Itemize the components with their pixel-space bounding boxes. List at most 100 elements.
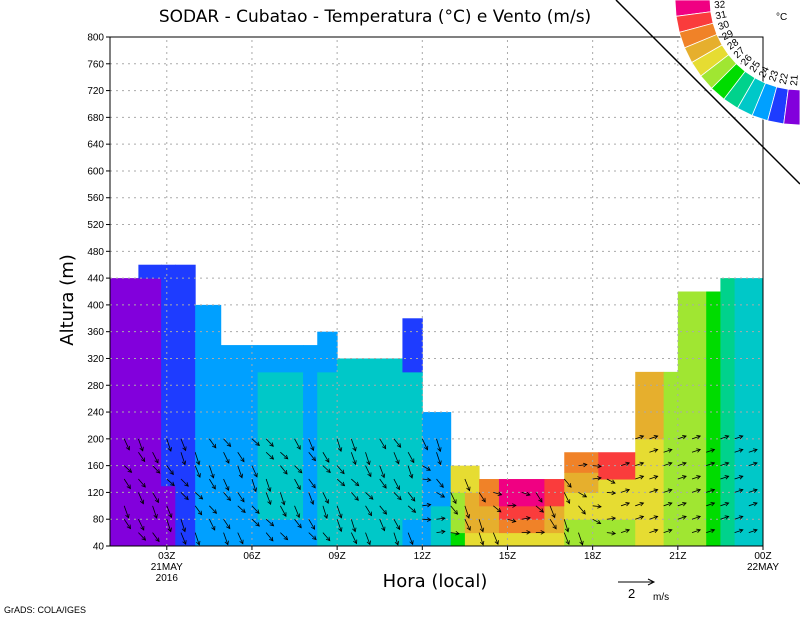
- temperature-cell: [161, 264, 176, 487]
- wind-arrow: [663, 529, 672, 533]
- wind-arrow: [308, 438, 314, 451]
- wind-arrowhead: [426, 466, 431, 471]
- temperature-cell: [161, 485, 176, 547]
- wind-arrowhead: [181, 527, 187, 533]
- wind-arrow: [265, 478, 271, 492]
- wind-arrow: [563, 492, 570, 504]
- wind-arrowhead: [269, 442, 274, 447]
- wind-arrowhead: [610, 479, 616, 484]
- wind-arrowhead: [597, 476, 602, 481]
- wind-arrow: [265, 518, 274, 527]
- wind-arrow: [535, 492, 543, 503]
- wind-arrow: [251, 478, 257, 492]
- wind-arrowhead: [323, 514, 329, 519]
- wind-arrow: [322, 465, 331, 473]
- wind-arrow: [549, 518, 557, 530]
- wind-arrowhead: [639, 515, 645, 520]
- wind-arrow: [649, 449, 658, 453]
- wind-arrow: [677, 516, 687, 520]
- wind-arrowhead: [226, 442, 232, 448]
- wind-arrow: [393, 478, 400, 490]
- wind-arrow: [152, 465, 161, 474]
- wind-arrowhead: [125, 445, 130, 451]
- wind-arrow: [436, 452, 441, 465]
- wind-arrowhead: [267, 487, 272, 493]
- wind-arrowhead: [283, 454, 289, 460]
- wind-arrow: [521, 492, 531, 496]
- wind-arrow: [436, 530, 445, 534]
- wind-arrow: [493, 505, 502, 513]
- wind-arrowhead: [639, 475, 645, 480]
- y-tick-label: 120: [87, 488, 104, 499]
- wind-arrowhead: [653, 448, 659, 453]
- wind-arrowhead: [396, 443, 402, 448]
- wind-arrow: [436, 517, 445, 520]
- wind-arrow: [734, 516, 743, 520]
- temperature-cell: [450, 532, 466, 547]
- wind-arrow: [209, 438, 217, 449]
- wind-arrow: [649, 475, 658, 480]
- footer-credit: GrADS: COLA/IGES: [4, 605, 86, 615]
- wind-arrow: [393, 438, 401, 448]
- wind-arrow: [265, 532, 274, 542]
- wind-arrow: [194, 492, 203, 500]
- y-tick-label: 560: [87, 193, 104, 204]
- colorbar-divider: [615, 0, 800, 185]
- wind-arrow: [507, 518, 516, 522]
- y-tick-label: 280: [87, 381, 104, 392]
- wind-arrow: [436, 492, 445, 498]
- vector-reference: 2 m/s: [618, 578, 669, 603]
- x-tick-label: 12Z: [414, 551, 431, 562]
- wind-arrow: [393, 519, 401, 530]
- wind-arrowhead: [696, 475, 702, 480]
- wind-arrowhead: [479, 527, 485, 533]
- colorbar-label: 21: [789, 74, 800, 86]
- wind-arrow: [279, 505, 287, 517]
- wind-arrowhead: [155, 537, 160, 543]
- wind-arrowhead: [696, 488, 702, 493]
- temperature-cell: [464, 532, 480, 547]
- temperature-cell: [464, 492, 480, 534]
- wind-arrowhead: [565, 540, 570, 546]
- wind-arrow: [350, 452, 356, 465]
- wind-arrowhead: [479, 540, 485, 546]
- wind-arrowhead: [696, 515, 702, 520]
- wind-arrowhead: [426, 477, 432, 482]
- wind-arrowhead: [397, 495, 402, 501]
- wind-arrowhead: [226, 496, 232, 501]
- wind-arrowhead: [409, 540, 414, 546]
- wind-arrowhead: [525, 491, 531, 497]
- wind-arrow: [535, 505, 544, 513]
- x-tick-label: 09Z: [329, 551, 346, 562]
- temperature-cell: [257, 371, 304, 520]
- wind-arrow: [706, 502, 715, 507]
- wind-arrow: [166, 519, 172, 532]
- wind-arrow: [209, 478, 216, 490]
- wind-arrowhead: [611, 516, 617, 521]
- wind-arrowhead: [753, 501, 758, 507]
- wind-arrow: [166, 505, 172, 518]
- colorbar-segment: [783, 88, 800, 126]
- temperature-cell: [337, 412, 381, 547]
- temperature-cell: [677, 291, 707, 547]
- wind-arrowhead: [296, 445, 301, 450]
- wind-arrowhead: [696, 434, 702, 440]
- wind-arrowhead: [566, 499, 571, 505]
- wind-arrowhead: [310, 446, 315, 452]
- wind-arrowhead: [382, 444, 387, 450]
- wind-arrow: [138, 532, 146, 541]
- wind-arrowhead: [653, 528, 659, 534]
- wind-arrowhead: [196, 540, 201, 546]
- wind-arrowhead: [564, 527, 570, 533]
- wind-arrow: [265, 438, 274, 447]
- wind-arrow: [450, 492, 457, 504]
- wind-arrow: [620, 489, 630, 493]
- wind-arrow: [663, 502, 672, 507]
- wind-arrowhead: [497, 491, 503, 497]
- wind-arrowhead: [466, 526, 471, 531]
- wind-arrowhead: [184, 482, 189, 487]
- wind-arrowhead: [167, 447, 172, 452]
- wind-arrow: [223, 438, 231, 447]
- wind-arrow: [280, 451, 289, 460]
- wind-arrowhead: [625, 461, 631, 467]
